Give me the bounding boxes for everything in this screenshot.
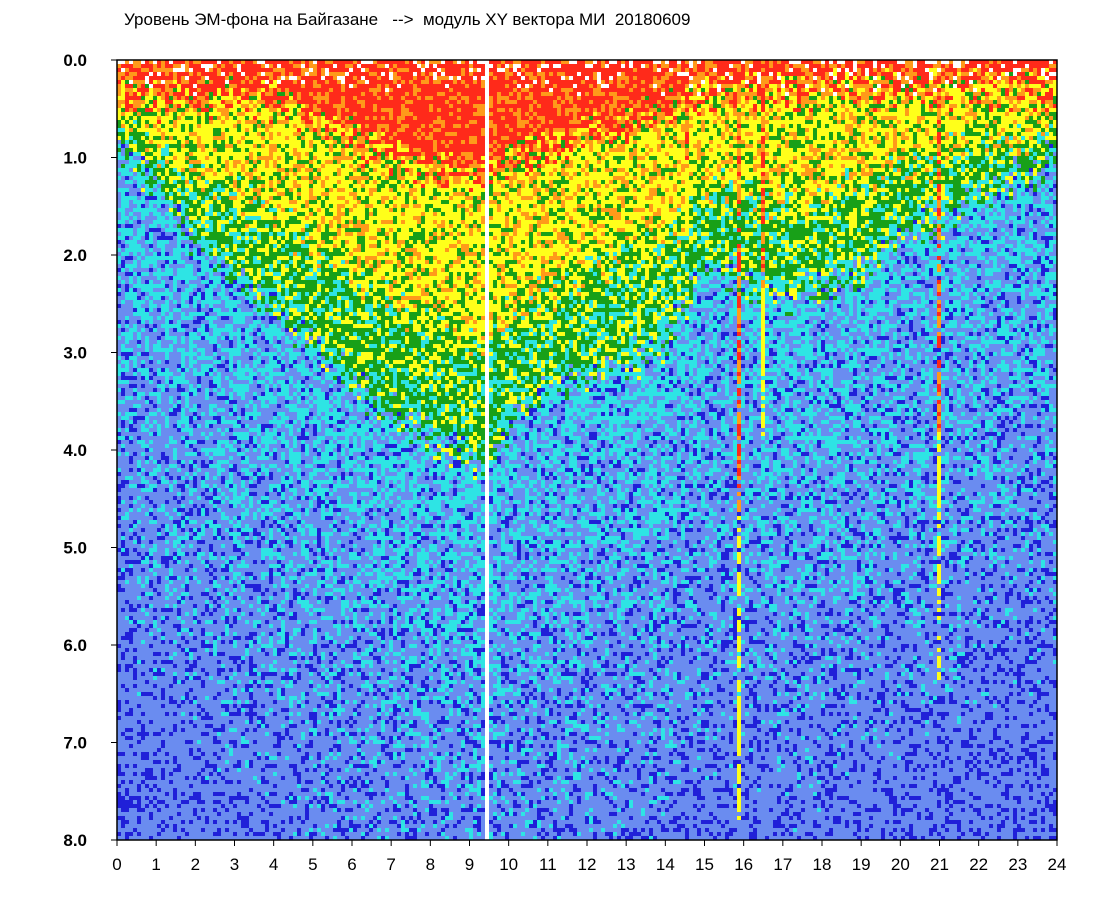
x-tick-label: 5 [308, 855, 317, 874]
y-tick-label: 2.0 [63, 246, 87, 265]
x-tick-label: 19 [852, 855, 871, 874]
x-tick-label: 12 [578, 855, 597, 874]
x-tick-label: 6 [347, 855, 356, 874]
x-tick-label: 23 [1008, 855, 1027, 874]
x-tick-label: 8 [426, 855, 435, 874]
x-tick-label: 0 [112, 855, 121, 874]
x-tick-label: 22 [969, 855, 988, 874]
x-tick-label: 3 [230, 855, 239, 874]
heatmap-image [117, 60, 1057, 840]
x-tick-label: 15 [695, 855, 714, 874]
x-tick-label: 21 [930, 855, 949, 874]
y-tick-label: 4.0 [63, 441, 87, 460]
x-axis: 0 1 2 3 4 5 6 7 8 9 10 11 12 13 14 15 16 17 18 19 20 21 22 23 24 [112, 840, 1066, 874]
y-tick-label: 5.0 [63, 539, 87, 558]
x-tick-label: 1 [151, 855, 160, 874]
x-tick-label: 4 [269, 855, 278, 874]
x-tick-label: 2 [191, 855, 200, 874]
x-tick-label: 9 [465, 855, 474, 874]
y-tick-label: 3.0 [63, 344, 87, 363]
chart-title: Уровень ЭМ-фона на Байгазане --> модуль … [124, 10, 691, 29]
y-axis: 0.0 1.0 2.0 3.0 4.0 5.0 6.0 7.0 8.0 [63, 51, 117, 850]
y-tick-label: 0.0 [63, 51, 87, 70]
x-tick-label: 10 [499, 855, 518, 874]
x-tick-label: 13 [617, 855, 636, 874]
y-tick-label: 7.0 [63, 734, 87, 753]
y-tick-label: 8.0 [63, 831, 87, 850]
x-tick-label: 16 [734, 855, 753, 874]
heatmap-area [117, 60, 1057, 840]
x-tick-label: 7 [386, 855, 395, 874]
y-tick-label: 6.0 [63, 636, 87, 655]
x-tick-label: 18 [813, 855, 832, 874]
x-tick-label: 20 [891, 855, 910, 874]
x-tick-label: 14 [656, 855, 675, 874]
x-tick-label: 17 [773, 855, 792, 874]
x-tick-label: 11 [539, 855, 557, 874]
x-tick-label: 24 [1048, 855, 1067, 874]
y-tick-label: 1.0 [63, 149, 87, 168]
